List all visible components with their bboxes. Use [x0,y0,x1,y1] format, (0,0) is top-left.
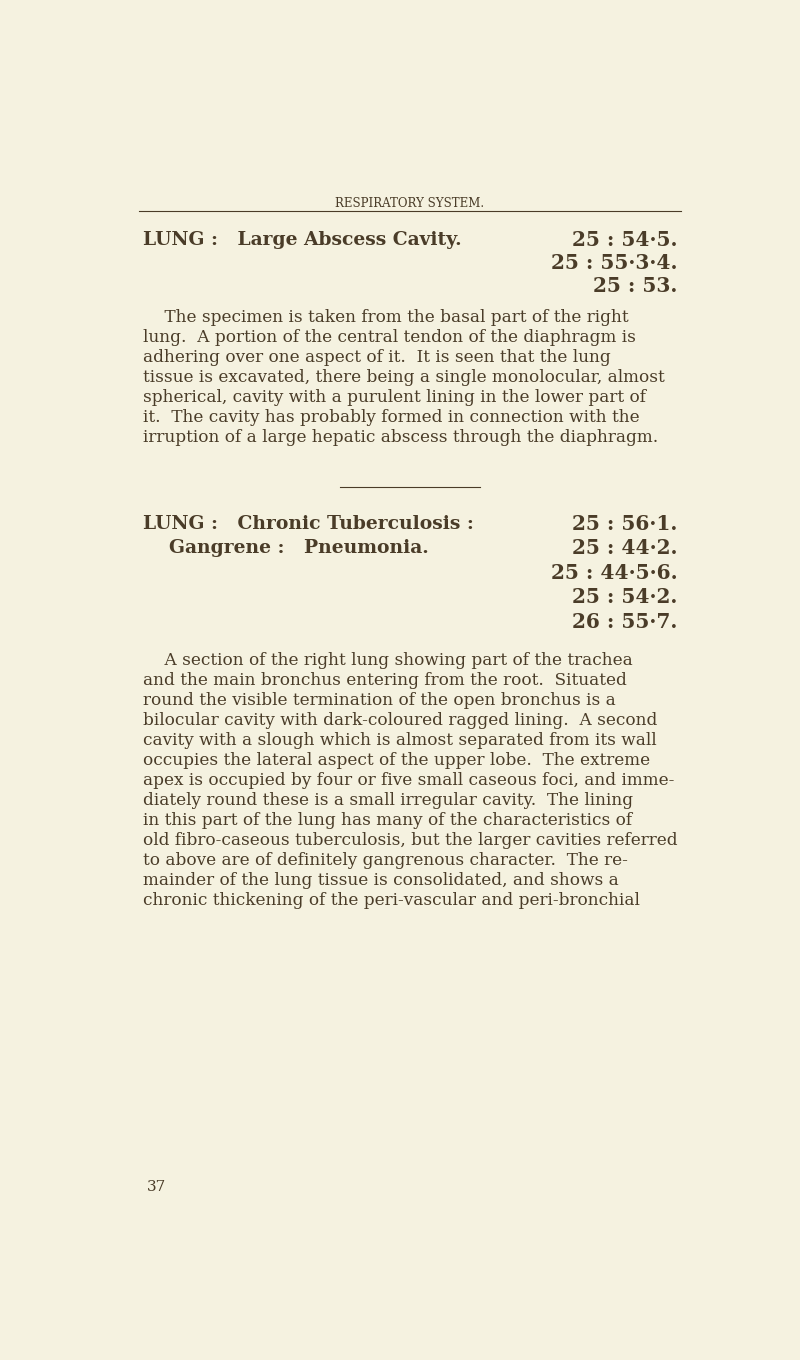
Text: old fibro-caseous tuberculosis, but the larger cavities referred: old fibro-caseous tuberculosis, but the … [142,832,678,849]
Text: 25 : 44·2.: 25 : 44·2. [572,539,678,558]
Text: chronic thickening of the peri-vascular and peri-bronchial: chronic thickening of the peri-vascular … [142,892,639,910]
Text: in this part of the lung has many of the characteristics of: in this part of the lung has many of the… [142,812,632,830]
Text: tissue is excavated, there being a single monolocular, almost: tissue is excavated, there being a singl… [142,369,664,386]
Text: 25 : 54·5.: 25 : 54·5. [572,230,678,250]
Text: A section of the right lung showing part of the trachea: A section of the right lung showing part… [142,653,632,669]
Text: 25 : 44·5·6.: 25 : 44·5·6. [550,563,678,583]
Text: irruption of a large hepatic abscess through the diaphragm.: irruption of a large hepatic abscess thr… [142,428,658,446]
Text: cavity with a slough which is almost separated from its wall: cavity with a slough which is almost sep… [142,732,656,749]
Text: The specimen is taken from the basal part of the right: The specimen is taken from the basal par… [142,309,628,325]
Text: LUNG :   Large Abscess Cavity.: LUNG : Large Abscess Cavity. [142,231,462,249]
Text: 37: 37 [146,1180,166,1194]
Text: diately round these is a small irregular cavity.  The lining: diately round these is a small irregular… [142,793,633,809]
Text: mainder of the lung tissue is consolidated, and shows a: mainder of the lung tissue is consolidat… [142,872,618,889]
Text: round the visible termination of the open bronchus is a: round the visible termination of the ope… [142,692,615,709]
Text: 25 : 54·2.: 25 : 54·2. [572,588,678,608]
Text: 25 : 55·3·4.: 25 : 55·3·4. [551,253,678,273]
Text: bilocular cavity with dark-coloured ragged lining.  A second: bilocular cavity with dark-coloured ragg… [142,713,657,729]
Text: 25 : 53.: 25 : 53. [593,276,678,296]
Text: to above are of definitely gangrenous character.  The re-: to above are of definitely gangrenous ch… [142,853,627,869]
Text: 25 : 56·1.: 25 : 56·1. [572,514,678,533]
Text: occupies the lateral aspect of the upper lobe.  The extreme: occupies the lateral aspect of the upper… [142,752,650,770]
Text: LUNG :   Chronic Tuberculosis :: LUNG : Chronic Tuberculosis : [142,514,474,533]
Text: and the main bronchus entering from the root.  Situated: and the main bronchus entering from the … [142,672,626,690]
Text: apex is occupied by four or five small caseous foci, and imme-: apex is occupied by four or five small c… [142,772,674,789]
Text: 26 : 55·7.: 26 : 55·7. [572,612,678,632]
Text: it.  The cavity has probably formed in connection with the: it. The cavity has probably formed in co… [142,409,639,426]
Text: spherical, cavity with a purulent lining in the lower part of: spherical, cavity with a purulent lining… [142,389,646,405]
Text: Gangrene :   Pneumonia.: Gangrene : Pneumonia. [142,539,428,558]
Text: lung.  A portion of the central tendon of the diaphragm is: lung. A portion of the central tendon of… [142,329,635,345]
Text: RESPIRATORY SYSTEM.: RESPIRATORY SYSTEM. [335,197,485,209]
Text: adhering over one aspect of it.  It is seen that the lung: adhering over one aspect of it. It is se… [142,348,610,366]
